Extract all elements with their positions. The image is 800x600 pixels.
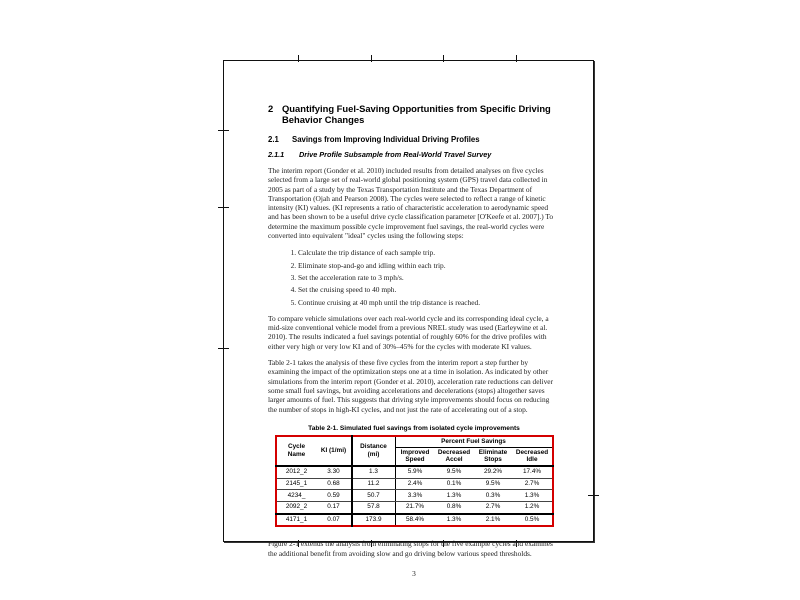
ruler-tick: [588, 495, 599, 496]
ruler-tick: [516, 55, 517, 62]
subsection-number: 2.1: [268, 135, 279, 144]
subsection-title: Savings from Improving Individual Drivin…: [292, 135, 480, 144]
table-cell: 57.8: [351, 501, 396, 515]
section-heading: 2 Quantifying Fuel-Saving Opportunities …: [268, 103, 560, 125]
step-item: Calculate the trip distance of each samp…: [298, 248, 560, 257]
table-cell: 0.1%: [434, 478, 474, 491]
section-number: 2: [268, 103, 274, 114]
table-caption: Table 2-1. Simulated fuel savings from i…: [308, 424, 520, 432]
ruler-tick: [443, 540, 444, 547]
ruler-tick: [298, 540, 299, 547]
ruler-tick: [218, 130, 229, 131]
table-cell: 2.7%: [512, 478, 553, 491]
table-cell: 0.17: [316, 501, 353, 515]
table-row: 4234_ 0.59 50.7 3.3% 1.3% 0.3% 1.3%: [275, 489, 553, 502]
table-cell: 0.68: [316, 478, 353, 491]
subsubsection-title: Drive Profile Subsample from Real-World …: [299, 150, 492, 159]
step-item: Set the cruising speed to 40 mph.: [298, 285, 560, 294]
steps-list: Calculate the trip distance of each samp…: [268, 248, 560, 306]
col-header-decreased-accel: Decreased Accel: [434, 447, 474, 467]
table-cell: 2.4%: [395, 478, 435, 491]
table-cell: 1.3: [351, 465, 396, 479]
col-header-distance: Distance (mi): [351, 435, 396, 467]
table-cell: 0.59: [316, 489, 353, 502]
ruler-tick: [218, 348, 229, 349]
table-cell: 2.7%: [473, 501, 513, 515]
table-cell: 0.8%: [434, 501, 474, 515]
table-cell: 2.1%: [473, 512, 513, 527]
step-item: Continue cruising at 40 mph until the tr…: [298, 298, 560, 307]
page-content: 2 Quantifying Fuel-Saving Opportunities …: [268, 103, 560, 578]
table-cell: 58.4%: [395, 512, 435, 527]
paragraph-intro: The interim report (Gonder et al. 2010) …: [268, 166, 554, 241]
subsubsection-number: 2.1.1: [268, 150, 285, 159]
section-title: Quantifying Fuel-Saving Opportunities fr…: [282, 103, 551, 125]
table-cell: 1.3%: [512, 489, 553, 502]
table-cell: 11.2: [351, 478, 396, 491]
step-item: Set the acceleration rate to 3 mph/s.: [298, 273, 560, 282]
table-cell: 5.9%: [395, 465, 435, 479]
paragraph-comparison: To compare vehicle simulations over each…: [268, 313, 549, 351]
table-cell: 21.7%: [395, 501, 435, 515]
ruler-tick: [516, 540, 517, 547]
table-row: 2092_2 0.17 57.8 21.7% 0.8% 2.7% 1.2%: [275, 501, 553, 515]
col-group-header-percent-fuel-savings: Percent Fuel Savings: [395, 435, 553, 448]
table-cell: 29.2%: [473, 465, 513, 479]
table-row: 2012_2 3.30 1.3 5.9% 9.5% 29.2% 17.4%: [275, 465, 553, 479]
ruler-tick: [371, 55, 372, 62]
table-row: 4171_1 0.07 173.9 58.4% 1.3% 2.1% 0.5%: [275, 512, 553, 527]
fuel-savings-table: Cycle Name KI (1/mi) Distance (mi) Perce…: [274, 434, 554, 528]
col-header-eliminate-stops: Eliminate Stops: [473, 447, 513, 467]
table-body: 2012_2 3.30 1.3 5.9% 9.5% 29.2% 17.4% 2145_1 0.6…: [275, 465, 553, 527]
table-cell: 3.3%: [395, 489, 435, 502]
table-row: 2145_1 0.68 11.2 2.4% 0.1% 9.5% 2.7%: [275, 478, 553, 491]
paragraph-table-discussion: Table 2-1 takes the analysis of these fi…: [268, 358, 554, 414]
table-cell: 50.7: [351, 489, 396, 502]
subsubsection-heading: 2.1.1 Drive Profile Subsample from Real-…: [268, 150, 560, 159]
table-cell: 4171_1: [275, 512, 317, 527]
ruler-tick: [371, 540, 372, 547]
table-cell: 2012_2: [275, 465, 317, 479]
table-cell: 1.2%: [512, 501, 553, 515]
table-cell: 0.5%: [512, 512, 553, 527]
table-cell: 0.3%: [473, 489, 513, 502]
paragraph-figure-reference: Figure 2-1 extends the analysis from eli…: [268, 539, 553, 558]
subsection-heading: 2.1 Savings from Improving Individual Dr…: [268, 135, 560, 144]
table-cell: 2145_1: [275, 478, 317, 491]
col-header-improved-speed: Improved Speed: [395, 447, 435, 467]
table-header: Cycle Name KI (1/mi) Distance (mi) Perce…: [275, 435, 553, 467]
page-number: 3: [412, 568, 416, 578]
table-cell: 17.4%: [512, 465, 553, 479]
col-header-ki: KI (1/mi): [316, 435, 353, 467]
ruler-tick: [298, 55, 299, 62]
table-cell: 3.30: [316, 465, 353, 479]
col-header-cycle-name: Cycle Name: [275, 435, 317, 467]
table-cell: 4234_: [275, 489, 317, 502]
col-header-decreased-idle: Decreased Idle: [512, 447, 553, 467]
table-cell: 1.3%: [434, 512, 474, 527]
document-page: 2 Quantifying Fuel-Saving Opportunities …: [218, 55, 599, 578]
table-cell: 0.07: [316, 512, 353, 527]
ruler-tick: [218, 207, 229, 208]
table-cell: 1.3%: [434, 489, 474, 502]
step-item: Eliminate stop-and-go and idling within …: [298, 261, 560, 270]
table-cell: 9.5%: [434, 465, 474, 479]
table-cell: 2092_2: [275, 501, 317, 515]
ruler-tick: [443, 55, 444, 62]
table-cell: 173.9: [351, 512, 396, 527]
table-cell: 9.5%: [473, 478, 513, 491]
